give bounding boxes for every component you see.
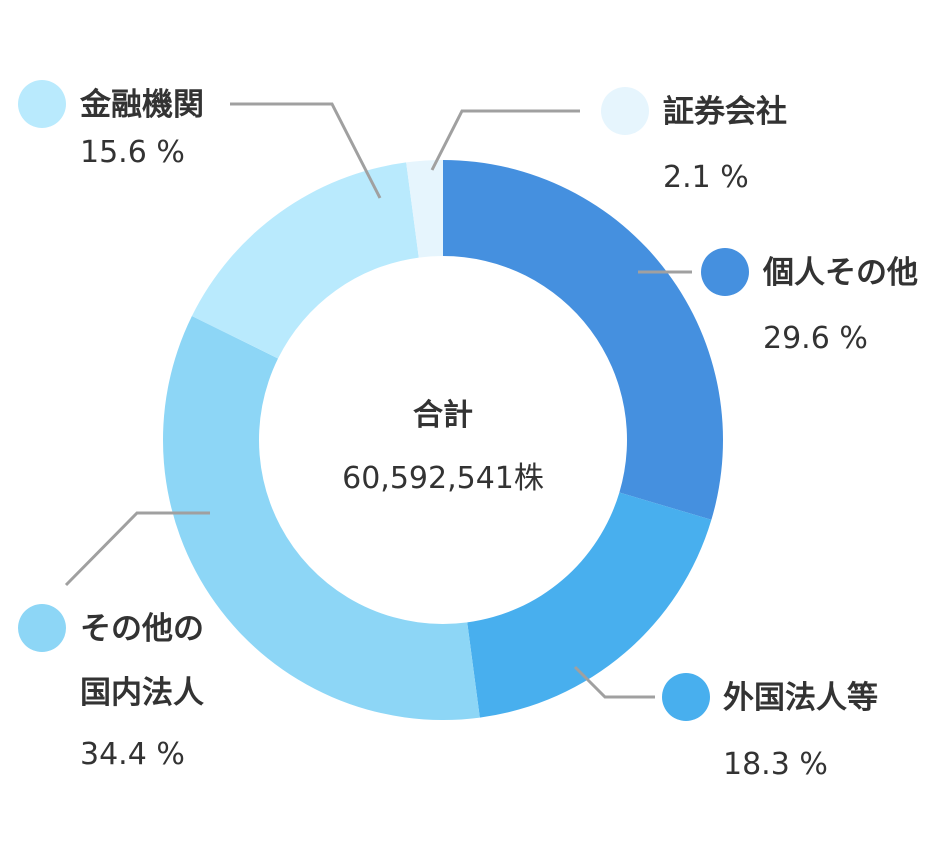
label-name-gaikoku: 外国法人等 [723, 680, 878, 716]
label-name-kinyu: 金融機関 [79, 87, 204, 123]
legend-dot-shoken [601, 87, 649, 135]
label-name-kokunai-line2: 国内法人 [80, 675, 204, 711]
leader-line-gaikoku [573, 665, 655, 699]
center-total-title: 合計 [413, 398, 473, 433]
legend-dot-kojin [701, 248, 749, 296]
slice-shoken [406, 160, 443, 258]
leader-line-kinyu [230, 102, 382, 199]
leader-line-shoken [430, 109, 580, 171]
slice-kokunai [163, 316, 480, 720]
label-value-kinyu: 15.6 % [80, 135, 185, 170]
legend-dot-kokunai [18, 604, 66, 652]
legend-dot-kinyu [18, 80, 66, 128]
chart-leader-lines [64, 102, 692, 699]
leader-line-kokunai [64, 511, 210, 587]
label-value-shoken: 2.1 % [663, 160, 749, 195]
label-name-kokunai: その他の [80, 611, 204, 647]
label-name-shoken: 証券会社 [663, 94, 787, 130]
center-total-value: 60,592,541株 [342, 461, 544, 496]
legend-dot-gaikoku [662, 673, 710, 721]
chart-slices [163, 160, 723, 720]
slice-kinyu [191, 162, 419, 359]
label-value-kokunai: 34.4 % [80, 737, 185, 772]
slice-gaikoku [467, 492, 712, 718]
label-value-kojin: 29.6 % [763, 321, 868, 356]
label-value-gaikoku: 18.3 % [723, 747, 828, 782]
slice-kojin [443, 160, 723, 520]
label-name-kojin: 個人その他 [762, 255, 918, 291]
chart-center: 合計 60,592,541株 [342, 398, 544, 496]
